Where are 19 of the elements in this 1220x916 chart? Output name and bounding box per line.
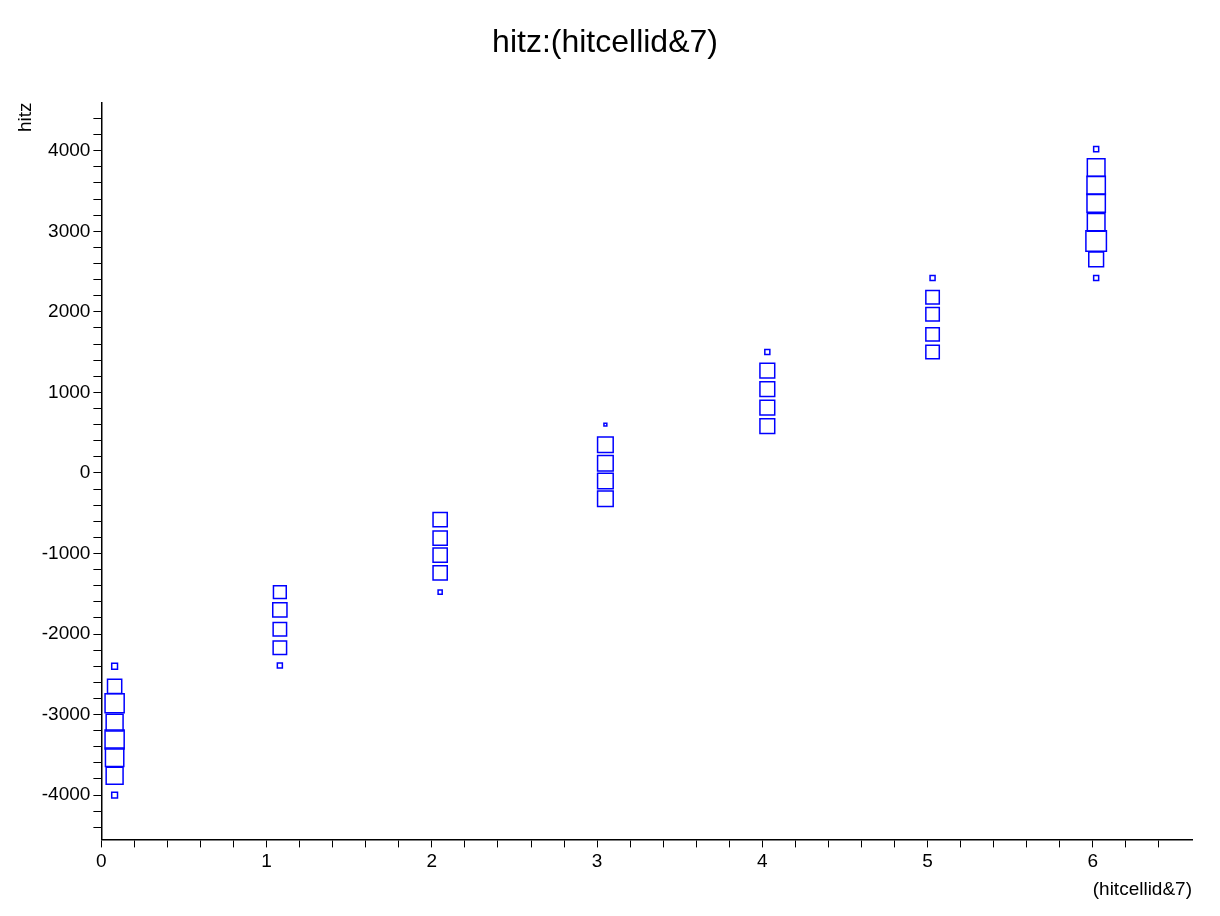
x-axis-title: (hitcellid&7) <box>1092 877 1192 899</box>
x-tick-label: 3 <box>591 850 603 872</box>
y-tick-label: -1000 <box>41 541 91 563</box>
y-tick-label: 2000 <box>48 300 91 322</box>
x-tick-label: 6 <box>1087 850 1099 872</box>
chart-title: hitz:(hitcellid&7) <box>492 23 718 60</box>
y-tick-label: -3000 <box>41 702 91 724</box>
y-tick-label: -4000 <box>41 783 91 805</box>
x-tick-label: 5 <box>922 850 933 872</box>
y-tick-label: -2000 <box>41 622 91 644</box>
x-tick-label: 1 <box>261 850 272 872</box>
y-tick-label: 1000 <box>48 380 91 402</box>
x-tick-label: 2 <box>426 850 438 872</box>
y-tick-label: 4000 <box>48 138 91 160</box>
y-tick-label: 3000 <box>48 219 91 241</box>
y-tick-label: 0 <box>79 461 91 483</box>
x-tick-label: 4 <box>757 850 769 872</box>
y-axis-title: hitz <box>13 102 35 132</box>
x-tick-label: 0 <box>96 850 107 872</box>
